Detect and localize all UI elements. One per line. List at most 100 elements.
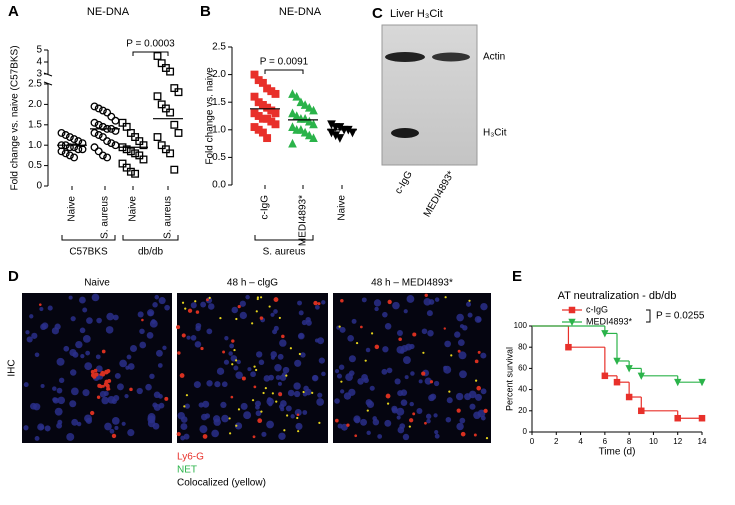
nucleus [127, 429, 135, 437]
nucleus [145, 383, 152, 391]
nucleus [199, 425, 208, 434]
data-point [90, 102, 99, 111]
nucleus [139, 341, 147, 349]
net [422, 351, 425, 354]
data-point [271, 89, 280, 98]
cell [374, 344, 380, 350]
data-point [153, 133, 162, 141]
net [286, 414, 289, 417]
nucleus [211, 429, 219, 438]
nucleus [474, 393, 482, 401]
net [302, 390, 305, 394]
nucleus [40, 323, 47, 331]
nucleus [200, 301, 207, 308]
y-tick-label: 4 [36, 57, 42, 68]
data-point [174, 88, 183, 97]
data-point [74, 145, 83, 154]
data-point [170, 84, 179, 93]
nucleus [229, 343, 235, 349]
nucleus [421, 328, 428, 335]
data-point [139, 141, 148, 150]
data-point [90, 129, 99, 137]
cell [200, 346, 204, 351]
cell [181, 333, 186, 338]
nucleus [266, 420, 274, 429]
data-point [118, 118, 127, 127]
cell [177, 351, 181, 355]
nucleus [305, 319, 312, 326]
data-point [309, 105, 318, 115]
nucleus [402, 356, 411, 365]
nucleus [57, 396, 66, 405]
net [237, 408, 241, 411]
net [340, 380, 343, 383]
data-point [111, 116, 120, 125]
cell [313, 300, 318, 306]
data-point [166, 108, 175, 117]
data-point [674, 378, 682, 387]
nucleus [473, 411, 481, 420]
net [444, 296, 447, 299]
nucleus [213, 418, 221, 426]
nucleus [68, 295, 73, 300]
nucleus [474, 315, 482, 323]
data-point [271, 120, 280, 129]
nucleus [384, 323, 392, 330]
net [260, 410, 263, 413]
net [296, 416, 299, 420]
nucleus [409, 343, 415, 350]
cell [202, 434, 208, 439]
nucleus [397, 390, 404, 397]
nucleus [294, 359, 302, 367]
nucleus [243, 411, 252, 420]
nucleus [372, 418, 380, 426]
nucleus [428, 299, 435, 305]
y-tick-label: 20 [518, 406, 527, 415]
blot-band [385, 52, 425, 62]
nucleus [354, 417, 361, 424]
net [297, 430, 300, 433]
x-tick-label: c-IgG [260, 195, 271, 220]
cell [457, 349, 461, 353]
nucleus [190, 302, 197, 309]
data-point [271, 109, 280, 118]
nucleus [126, 354, 132, 360]
nucleus [360, 418, 368, 426]
data-point [107, 112, 116, 121]
nucleus [239, 311, 247, 320]
nucleus [425, 413, 432, 420]
data-point [170, 120, 179, 129]
nucleus [406, 295, 415, 303]
data-point [126, 129, 135, 137]
cell [359, 325, 363, 329]
panel-label: D [8, 268, 19, 285]
nucleus [287, 389, 295, 397]
net [194, 300, 197, 303]
legend-label: Colocalized (yellow) [177, 478, 266, 489]
data-point [296, 125, 306, 134]
cell [424, 293, 428, 297]
nucleus [223, 359, 230, 365]
net [485, 436, 489, 440]
data-point [122, 145, 131, 154]
net [283, 429, 286, 432]
cell [101, 349, 106, 354]
nucleus [294, 408, 302, 416]
nucleus [373, 299, 382, 307]
net [448, 390, 451, 393]
nucleus [56, 357, 65, 366]
nucleus [316, 398, 325, 406]
data-point [94, 104, 103, 113]
lane-label: c-IgG [393, 169, 415, 196]
nucleus [221, 414, 229, 423]
nucleus [34, 352, 40, 358]
nucleus [443, 365, 448, 370]
y-tick-label: 1.0 [28, 140, 42, 151]
cell [99, 373, 102, 376]
y-tick-label: 80 [518, 342, 527, 351]
nucleus [348, 355, 356, 363]
nucleus [236, 359, 241, 365]
cell [90, 372, 96, 378]
nucleus [301, 320, 307, 326]
